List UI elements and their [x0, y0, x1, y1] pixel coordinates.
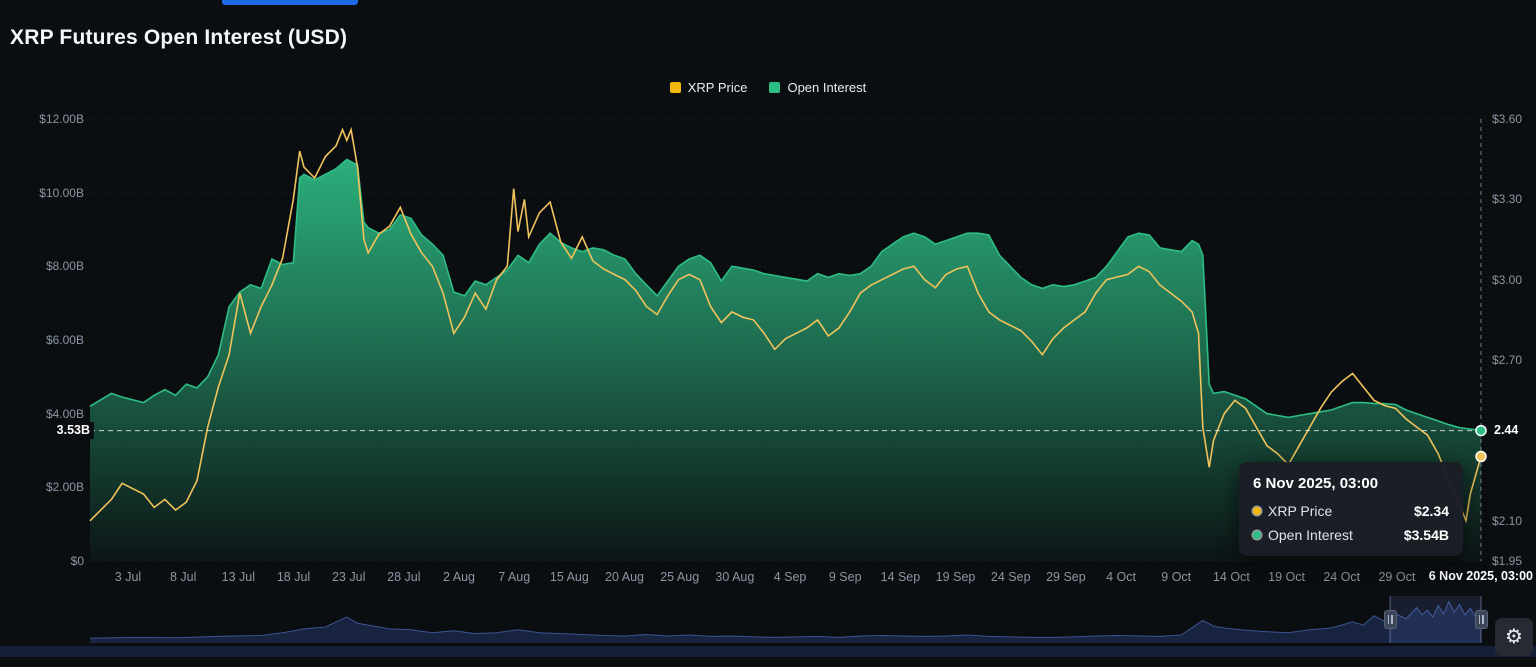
main-chart[interactable] [0, 0, 1536, 667]
navigator-right-handle[interactable] [1475, 610, 1488, 629]
open-interest-current-badge-right: 2.44 [1490, 422, 1522, 439]
tooltip-value-open-interest: $3.54B [1404, 527, 1449, 543]
chart-app: XRP Futures Open Interest (USD) XRP Pric… [0, 0, 1536, 667]
open-interest-dot-icon [1253, 531, 1261, 539]
tooltip-label-open-interest: Open Interest [1268, 527, 1353, 543]
tooltip-value-xrp-price: $2.34 [1414, 503, 1449, 519]
xrp-price-dot-icon [1253, 507, 1261, 515]
chart-tooltip: 6 Nov 2025, 03:00 XRP Price $2.34 Open I… [1239, 462, 1463, 556]
gear-icon: ⚙ [1505, 627, 1523, 647]
tooltip-label-xrp-price: XRP Price [1268, 503, 1332, 519]
tooltip-date: 6 Nov 2025, 03:00 [1253, 475, 1449, 492]
crosshair-date-label: 6 Nov 2025, 03:00 [1427, 569, 1535, 583]
navigator-left-handle[interactable] [1384, 610, 1397, 629]
settings-button[interactable]: ⚙ [1495, 618, 1533, 656]
open-interest-current-badge-left: 3.53B [36, 422, 94, 439]
tooltip-row-xrp-price: XRP Price $2.34 [1253, 503, 1449, 519]
tooltip-row-open-interest: Open Interest $3.54B [1253, 527, 1449, 543]
